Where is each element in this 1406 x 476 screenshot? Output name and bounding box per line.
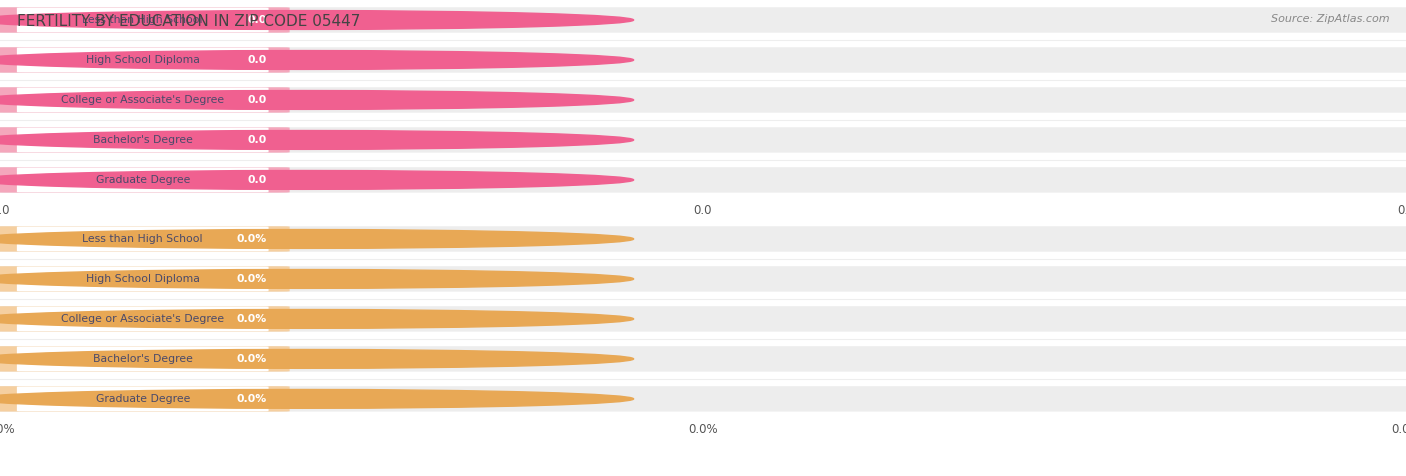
Circle shape <box>0 269 634 288</box>
FancyBboxPatch shape <box>0 346 290 372</box>
Text: 0.0: 0.0 <box>247 95 267 105</box>
Bar <box>0 120 1406 160</box>
Text: 0.0%: 0.0% <box>236 314 267 324</box>
FancyBboxPatch shape <box>0 87 290 113</box>
Text: 0.0: 0.0 <box>247 55 267 65</box>
FancyBboxPatch shape <box>0 167 290 193</box>
Text: 0.0: 0.0 <box>247 15 267 25</box>
FancyBboxPatch shape <box>17 387 269 411</box>
Bar <box>0 259 1406 299</box>
FancyBboxPatch shape <box>17 88 269 112</box>
Circle shape <box>0 130 634 149</box>
Circle shape <box>0 229 634 248</box>
Text: High School Diploma: High School Diploma <box>86 274 200 284</box>
Text: Less than High School: Less than High School <box>83 15 202 25</box>
Text: Bachelor's Degree: Bachelor's Degree <box>93 354 193 364</box>
Text: College or Associate's Degree: College or Associate's Degree <box>60 95 225 105</box>
Text: 0.0: 0.0 <box>247 135 267 145</box>
Circle shape <box>0 389 634 408</box>
Text: High School Diploma: High School Diploma <box>86 55 200 65</box>
Bar <box>0 339 1406 379</box>
Bar <box>0 160 1406 200</box>
FancyBboxPatch shape <box>17 8 269 32</box>
FancyBboxPatch shape <box>17 227 269 251</box>
FancyBboxPatch shape <box>0 386 1406 412</box>
FancyBboxPatch shape <box>0 386 290 412</box>
FancyBboxPatch shape <box>17 48 269 72</box>
Text: Less than High School: Less than High School <box>83 234 202 244</box>
Text: 0.0%: 0.0% <box>236 234 267 244</box>
FancyBboxPatch shape <box>0 306 1406 332</box>
Circle shape <box>0 10 634 30</box>
FancyBboxPatch shape <box>0 266 290 292</box>
Bar <box>0 379 1406 419</box>
FancyBboxPatch shape <box>0 47 290 73</box>
FancyBboxPatch shape <box>17 307 269 331</box>
Bar <box>0 40 1406 80</box>
Text: 0.0: 0.0 <box>247 175 267 185</box>
FancyBboxPatch shape <box>0 266 1406 292</box>
Circle shape <box>0 349 634 368</box>
FancyBboxPatch shape <box>0 127 1406 153</box>
Text: Source: ZipAtlas.com: Source: ZipAtlas.com <box>1271 14 1389 24</box>
Bar <box>0 80 1406 120</box>
FancyBboxPatch shape <box>17 267 269 291</box>
Circle shape <box>0 90 634 109</box>
Bar <box>0 299 1406 339</box>
FancyBboxPatch shape <box>0 346 1406 372</box>
Text: Graduate Degree: Graduate Degree <box>96 175 190 185</box>
Bar <box>0 0 1406 40</box>
Circle shape <box>0 50 634 69</box>
FancyBboxPatch shape <box>0 226 290 252</box>
FancyBboxPatch shape <box>0 127 290 153</box>
Text: 0.0%: 0.0% <box>236 394 267 404</box>
FancyBboxPatch shape <box>0 7 290 33</box>
Circle shape <box>0 309 634 328</box>
Text: Bachelor's Degree: Bachelor's Degree <box>93 135 193 145</box>
FancyBboxPatch shape <box>0 167 1406 193</box>
Text: Graduate Degree: Graduate Degree <box>96 394 190 404</box>
FancyBboxPatch shape <box>0 87 1406 113</box>
Text: FERTILITY BY EDUCATION IN ZIP CODE 05447: FERTILITY BY EDUCATION IN ZIP CODE 05447 <box>17 14 360 30</box>
FancyBboxPatch shape <box>0 47 1406 73</box>
FancyBboxPatch shape <box>17 347 269 371</box>
FancyBboxPatch shape <box>0 226 1406 252</box>
Circle shape <box>0 170 634 189</box>
FancyBboxPatch shape <box>0 306 290 332</box>
FancyBboxPatch shape <box>0 7 1406 33</box>
FancyBboxPatch shape <box>17 168 269 192</box>
Text: 0.0%: 0.0% <box>236 354 267 364</box>
Bar <box>0 219 1406 259</box>
Text: 0.0%: 0.0% <box>236 274 267 284</box>
FancyBboxPatch shape <box>17 128 269 152</box>
Text: College or Associate's Degree: College or Associate's Degree <box>60 314 225 324</box>
